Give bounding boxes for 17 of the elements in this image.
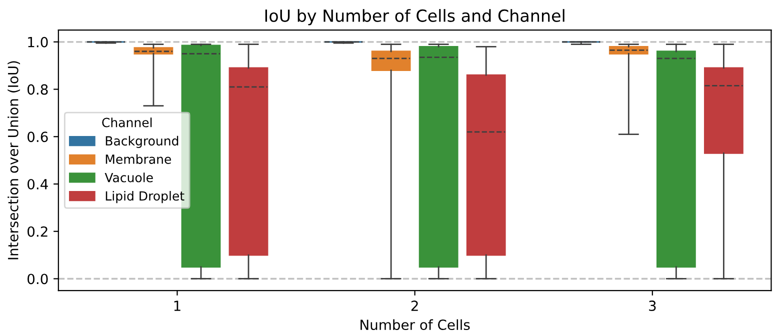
- y-axis-title: Intersection over Union (IoU): [8, 61, 20, 260]
- y-tick-label: 0.6: [28, 132, 48, 142]
- legend-title: Channel: [102, 118, 152, 128]
- legend-label: Lipid Droplet: [106, 190, 184, 204]
- legend-label: Membrane: [106, 154, 172, 164]
- y-tick-label: 0.4: [28, 178, 48, 190]
- x-tick-label: 2: [411, 300, 418, 311]
- chart-title: IoU by Number of Cells and Channel: [265, 9, 564, 26]
- y-tick-label: 0.0: [28, 274, 48, 284]
- y-tick-label: 1.0: [28, 36, 48, 48]
- x-tick-label: 3: [649, 300, 656, 312]
- y-tick-label: 0.2: [28, 226, 48, 237]
- x-tick-label: 1: [174, 300, 180, 311]
- legend-label: Background: [106, 136, 178, 148]
- x-axis-title: Number of Cells: [360, 319, 470, 330]
- y-tick-label: 0.8: [28, 84, 48, 95]
- legend-label: Vacuole: [104, 172, 153, 182]
